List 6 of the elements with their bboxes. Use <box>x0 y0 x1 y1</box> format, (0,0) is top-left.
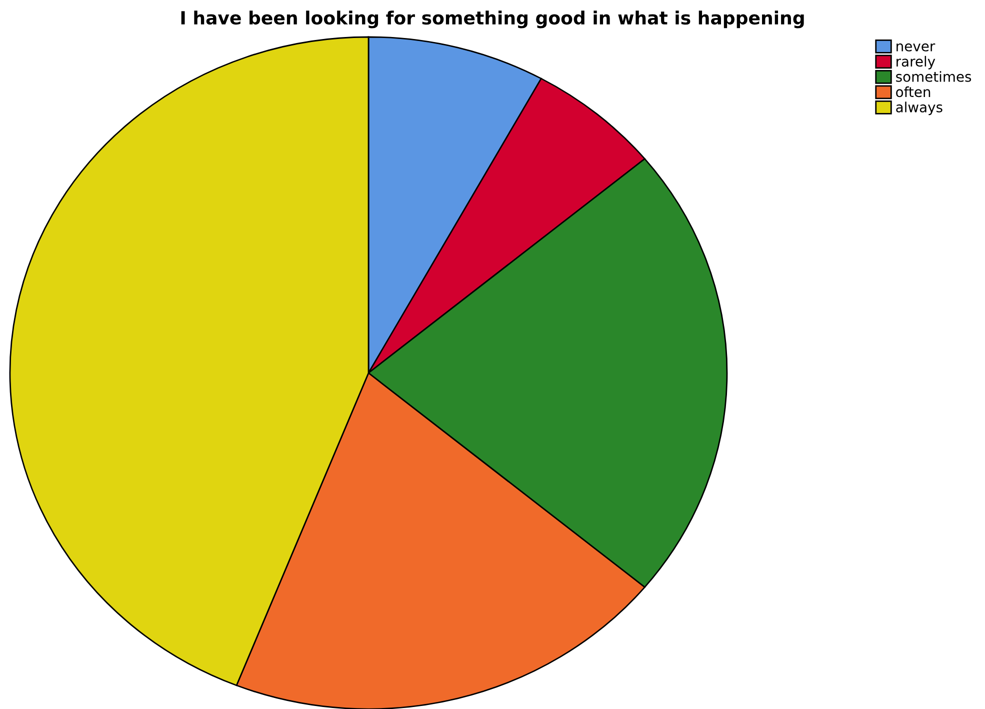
legend-label: always <box>896 102 942 116</box>
legend-label: sometimes <box>896 71 972 82</box>
legend-label: often <box>896 86 930 98</box>
legend-label: rarely <box>896 56 936 70</box>
legend-label: never <box>896 43 936 52</box>
chart-title: I have been looking for something good in what is happening <box>181 10 804 28</box>
